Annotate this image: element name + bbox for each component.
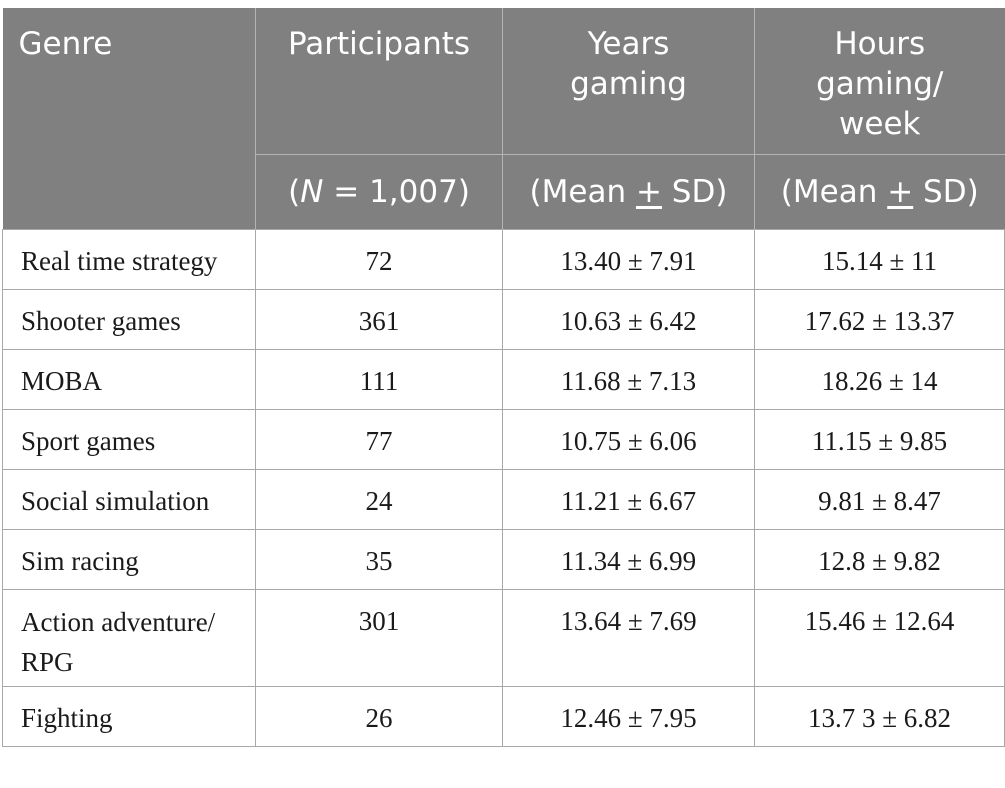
- cell-participants: 77: [255, 408, 503, 470]
- cell-genre: MOBA: [2, 348, 256, 410]
- header-hours-line2: gaming/: [816, 66, 944, 102]
- cell-genre: Shooter games: [2, 288, 256, 350]
- mean-suffix: SD): [913, 173, 979, 210]
- cell-years: 13.64 ± 7.69: [502, 588, 755, 687]
- cell-participants: 26: [255, 685, 503, 747]
- cell-genre-line1: Action adventure/: [21, 606, 216, 637]
- header-years-mean-sd: (Mean + SD): [502, 154, 755, 229]
- header-years-gaming: Years gaming: [502, 8, 755, 155]
- cell-genre-line2: RPG: [21, 646, 74, 677]
- cell-hours: 9.81 ± 8.47: [754, 468, 1005, 530]
- header-hours-gaming: Hours gaming/week: [754, 8, 1005, 155]
- cell-participants: 35: [255, 528, 503, 590]
- cell-years: 12.46 ± 7.95: [502, 685, 755, 747]
- mean-suffix: SD): [661, 173, 728, 210]
- genre-stats-table: Genre Participants Years gaming Hours gam…: [2, 8, 1005, 747]
- table-row: Action adventure/RPG 301 13.64 ± 7.69 15…: [2, 588, 1005, 687]
- cell-participants: 111: [255, 348, 503, 410]
- cell-genre: Real time strategy: [2, 228, 256, 290]
- table-header: Genre Participants Years gaming Hours gam…: [2, 8, 1005, 229]
- n-suffix: = 1,007): [323, 173, 470, 210]
- cell-hours: 15.14 ± 11: [754, 228, 1005, 290]
- cell-hours: 13.7 3 ± 6.82: [754, 685, 1005, 747]
- cell-years: 13.40 ± 7.91: [502, 228, 755, 290]
- table-row: Social simulation 24 11.21 ± 6.67 9.81 ±…: [2, 468, 1005, 530]
- cell-participants: 361: [255, 288, 503, 350]
- plus-minus-sign: +: [635, 173, 662, 210]
- cell-hours: 11.15 ± 9.85: [754, 408, 1005, 470]
- cell-hours: 15.46 ± 12.64: [754, 588, 1005, 687]
- mean-prefix: (Mean: [780, 173, 888, 210]
- cell-hours: 17.62 ± 13.37: [754, 288, 1005, 350]
- header-participants: Participants: [255, 8, 503, 155]
- cell-genre: Sim racing: [2, 528, 256, 590]
- n-prefix: (: [288, 173, 301, 210]
- header-genre: Genre: [2, 8, 256, 229]
- cell-genre: Action adventure/RPG: [2, 588, 256, 687]
- cell-years: 10.75 ± 6.06: [502, 408, 755, 470]
- header-years-gaming-label: Years gaming: [570, 26, 687, 102]
- cell-years: 11.68 ± 7.13: [502, 348, 755, 410]
- cell-genre: Sport games: [2, 408, 256, 470]
- table-row: Real time strategy 72 13.40 ± 7.91 15.14…: [2, 228, 1005, 290]
- cell-hours: 18.26 ± 14: [754, 348, 1005, 410]
- header-hours-line3: week: [839, 106, 921, 142]
- table-row: MOBA 111 11.68 ± 7.13 18.26 ± 14: [2, 348, 1005, 410]
- plus-minus-sign: +: [887, 173, 914, 210]
- cell-years: 10.63 ± 6.42: [502, 288, 755, 350]
- header-participants-label: Participants: [287, 26, 471, 62]
- header-hours-line1: Hours: [834, 26, 926, 62]
- table-row: Sport games 77 10.75 ± 6.06 11.15 ± 9.85: [2, 408, 1005, 470]
- table-row: Sim racing 35 11.34 ± 6.99 12.8 ± 9.82: [2, 528, 1005, 590]
- cell-genre: Social simulation: [2, 468, 256, 530]
- cell-participants: 301: [255, 588, 503, 687]
- header-row-2: (N = 1,007) (Mean + SD) (Mean + SD): [3, 154, 1005, 229]
- header-genre-label: Genre: [18, 26, 113, 62]
- mean-prefix: (Mean: [529, 173, 636, 210]
- header-hours-mean-sd: (Mean + SD): [754, 154, 1005, 229]
- cell-genre: Fighting: [2, 685, 256, 747]
- cell-years: 11.34 ± 6.99: [502, 528, 755, 590]
- cell-participants: 72: [255, 228, 503, 290]
- table-row: Fighting 26 12.46 ± 7.95 13.7 3 ± 6.82: [2, 685, 1005, 747]
- header-row-1: Genre Participants Years gaming Hours gam…: [2, 8, 1005, 229]
- header-n-count: (N = 1,007): [255, 154, 503, 229]
- cell-participants: 24: [255, 468, 503, 530]
- n-letter: N: [300, 173, 324, 210]
- cell-years: 11.21 ± 6.67: [502, 468, 755, 530]
- table-body: Real time strategy 72 13.40 ± 7.91 15.14…: [2, 228, 1005, 747]
- cell-hours: 12.8 ± 9.82: [754, 528, 1005, 590]
- table-row: Shooter games 361 10.63 ± 6.42 17.62 ± 1…: [2, 288, 1005, 350]
